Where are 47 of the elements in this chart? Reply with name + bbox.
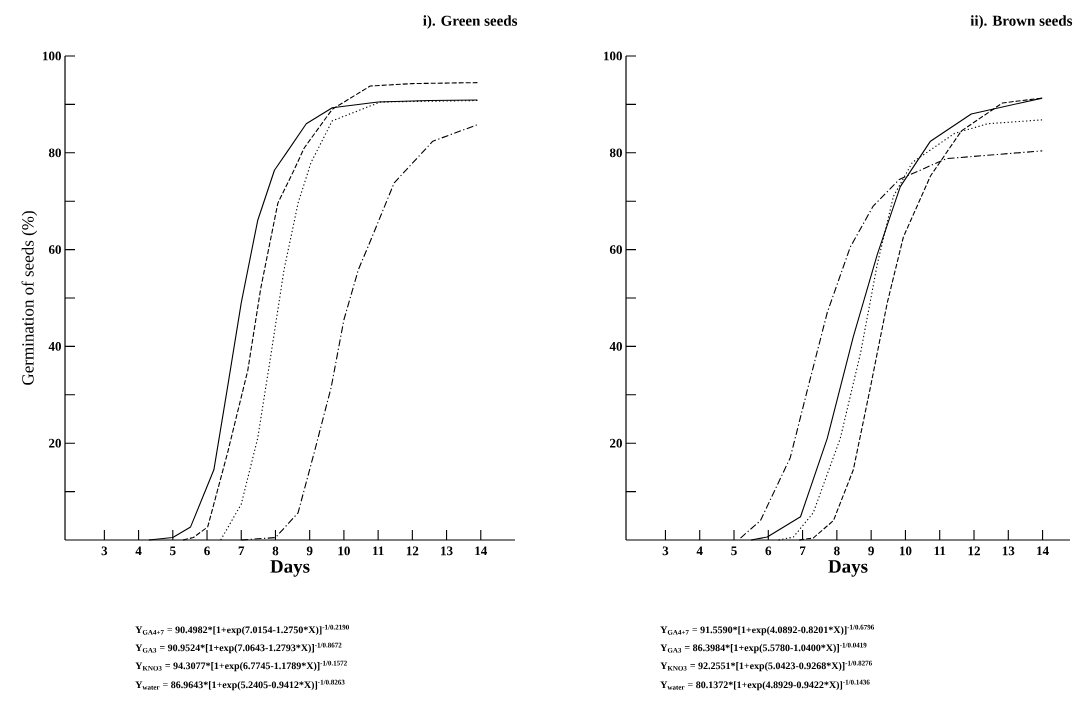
x-tick-label: 9 <box>868 546 874 556</box>
y-tick-label: 100 <box>43 51 61 61</box>
x-tick-label: 4 <box>696 546 703 556</box>
x-tick-label: 13 <box>441 546 453 556</box>
y-axis-title: Germination of seeds (%) <box>21 211 38 385</box>
x-tick-label: 11 <box>373 546 384 556</box>
text: Y$_{GA3}$ = 86.3984*[1+exp(5.5780-1.0400*X)]$^{-1/0.0419}$ <box>660 642 867 654</box>
x-tick-label: 11 <box>934 546 946 556</box>
x-axis-title: Days <box>270 560 310 577</box>
x-tick-label: 3 <box>101 546 108 556</box>
x-tick-label: 5 <box>731 546 737 556</box>
x-tick-label: 8 <box>272 546 279 556</box>
y-tick-label: 40 <box>609 342 622 351</box>
x-tick-label: 10 <box>899 546 912 556</box>
y-tick-label: 80 <box>609 148 622 158</box>
text: Y$_{water}$ = 80.1372*[1+exp(4.8929-0.9422*X)]$^{-1/0.1436}$ <box>660 679 870 691</box>
y-tick-label: 20 <box>610 438 622 448</box>
x-tick-label: 14 <box>475 546 488 556</box>
x-tick-label: 4 <box>135 546 142 556</box>
y-tick-label: 20 <box>49 438 61 448</box>
y-tick-label: 40 <box>48 342 61 351</box>
text: Y$_{KNO3}$ = 92.2551*[1+exp(5.0423-0.9268*X)]$^{-1/0.8276}$ <box>660 660 872 672</box>
y-tick-label: 80 <box>48 148 61 158</box>
text: Y$_{GA4+7}$ = 91.5590*[1+exp(4.0892-0.8201*X)]$^{-1/0.6796}$ <box>660 624 875 636</box>
x-tick-label: 12 <box>968 546 980 556</box>
x-tick-label: 7 <box>800 546 806 556</box>
x-tick-label: 6 <box>765 546 772 556</box>
x-tick-label: 5 <box>170 546 176 556</box>
y-tick-label: 100 <box>604 51 622 61</box>
x-tick-label: 8 <box>834 546 840 556</box>
chart-title: i). Green seeds <box>423 15 518 29</box>
text: Y$_{KNO3}$ = 94.3077*[1+exp(6.7745-1.1789*X)]$^{-1/0.1572}$ <box>135 660 347 672</box>
y-tick-label: 60 <box>609 245 622 254</box>
text: Y$_{GA3}$ = 90.9524*[1+exp(7.0643-1.2793*X)]$^{-1/0.8672}$ <box>135 642 342 654</box>
x-tick-label: 12 <box>406 546 419 556</box>
text: Y$_{GA4+7}$ = 90.4982*[1+exp(7.0154-1.2750*X)]$^{-1/0.2190}$ <box>135 624 349 636</box>
x-tick-label: 3 <box>662 546 669 556</box>
x-tick-label: 10 <box>338 546 350 556</box>
chart-title: ii). Brown seeds <box>970 15 1073 29</box>
x-tick-label: 7 <box>238 546 245 556</box>
x-tick-label: 14 <box>1037 546 1049 556</box>
y-tick-label: 60 <box>48 245 61 254</box>
x-tick-label: 9 <box>306 546 313 556</box>
x-tick-label: 13 <box>1002 546 1015 556</box>
x-tick-label: 6 <box>204 546 210 556</box>
x-axis-title: Days <box>828 560 868 577</box>
text: Y$_{water}$ = 86.9643*[1+exp(5.2405-0.9412*X)]$^{-1/0.8263}$ <box>135 679 345 691</box>
